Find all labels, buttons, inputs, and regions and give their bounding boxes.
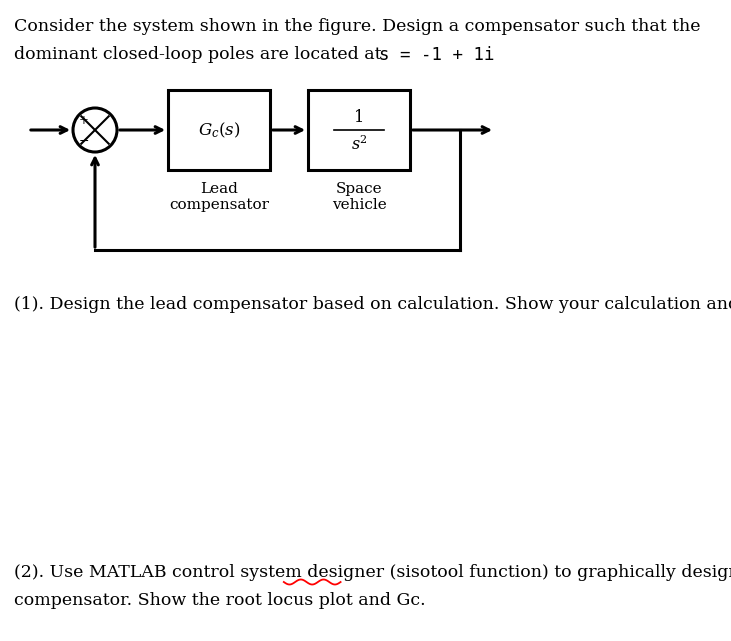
Text: $G_c(s)$: $G_c(s)$ — [198, 121, 240, 140]
Text: $s^2$: $s^2$ — [351, 135, 368, 153]
Text: Space: Space — [336, 182, 382, 196]
Bar — [168, 90, 270, 170]
Text: Lead: Lead — [200, 182, 238, 196]
Text: (1). Design the lead compensator based on calculation. Show your calculation and: (1). Design the lead compensator based o… — [14, 296, 731, 313]
Text: (2). Use MATLAB control system designer (sisotool function) to graphically desig: (2). Use MATLAB control system designer … — [14, 564, 731, 581]
Text: s = -1 + 1i: s = -1 + 1i — [379, 46, 494, 64]
Bar — [308, 90, 410, 170]
Text: +: + — [79, 114, 88, 128]
Text: dominant closed-loop poles are located at: dominant closed-loop poles are located a… — [14, 46, 387, 63]
Text: −: − — [78, 135, 88, 148]
Text: compensator: compensator — [169, 198, 269, 212]
Text: compensator. Show the root locus plot and Gc.: compensator. Show the root locus plot an… — [14, 592, 425, 609]
Text: 1: 1 — [354, 108, 364, 126]
Text: vehicle: vehicle — [332, 198, 387, 212]
Text: Consider the system shown in the figure. Design a compensator such that the: Consider the system shown in the figure.… — [14, 18, 700, 35]
